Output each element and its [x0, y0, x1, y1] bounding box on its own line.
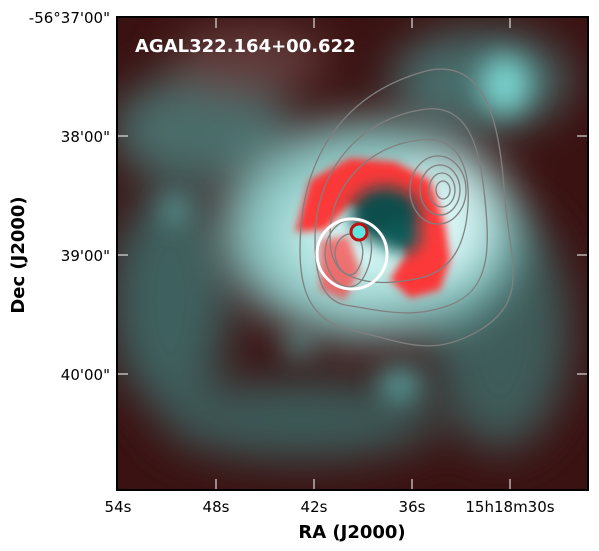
- y-axis-title: Dec (J2000): [8, 196, 29, 313]
- contours: [299, 68, 514, 347]
- panel-label: AGAL322.164+00.622: [135, 36, 356, 57]
- xtick-label: 54s: [105, 498, 132, 516]
- beam-circle: [315, 217, 389, 291]
- ytick-label: 39'00": [61, 247, 110, 265]
- xtick-label: 36s: [399, 498, 426, 516]
- xtick-label: 48s: [203, 498, 230, 516]
- sky-image: [117, 17, 588, 490]
- ytick-label: -56°37'00": [29, 9, 110, 27]
- xtick-label: 15h18m30s: [465, 498, 554, 516]
- xtick-label: 42s: [301, 498, 328, 516]
- plot-frame: [116, 16, 589, 491]
- x-axis-title: RA (J2000): [298, 522, 405, 543]
- source-marker: [349, 222, 369, 242]
- ytick-label: 38'00": [61, 128, 110, 146]
- ytick-label: 40'00": [61, 366, 110, 384]
- tick-marks: [118, 18, 587, 489]
